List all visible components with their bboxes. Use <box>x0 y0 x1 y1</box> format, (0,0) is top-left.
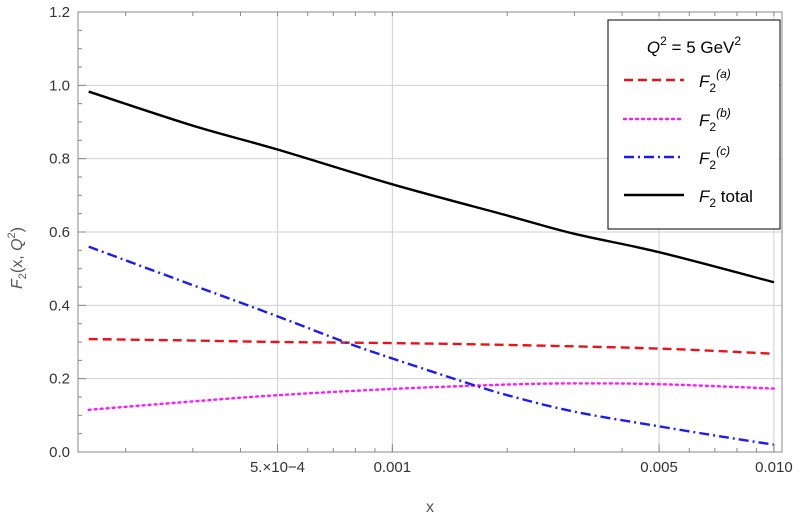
y-tick-label: 0.4 <box>49 297 70 314</box>
legend-label: F2(c) <box>699 144 730 172</box>
series-f2a-line <box>88 337 774 355</box>
series-f2-total-line <box>88 90 775 284</box>
legend-label: F2 total <box>699 187 753 210</box>
y-tick-label: 0.2 <box>49 371 70 388</box>
y-tick-label: 0.0 <box>49 444 70 461</box>
series-f2c-line <box>88 245 775 446</box>
legend-header: Q2 = 5 GeV2 <box>647 34 742 57</box>
y-tick-label: 1.0 <box>49 77 70 94</box>
axes <box>77 11 783 453</box>
legend-item-f2b: F2(b) <box>622 106 731 134</box>
x-tick-label: 0.005 <box>640 459 678 476</box>
legend-item-f2-total: F2 total <box>624 187 753 210</box>
legend: Q2 = 5 GeV2 F2(a) F2(b) F2(c) F2 total <box>607 19 781 230</box>
y-axis-label: F2(x, Q2) <box>6 227 29 289</box>
legend-label: F2(b) <box>699 106 731 134</box>
x-tick-label: 0.010 <box>755 459 793 476</box>
series-layer <box>87 90 776 446</box>
tick-labels: 5.×10−4 0.001 0.005 0.010 0.0 0.2 0.4 0.6 0.8 1.0… <box>49 4 793 476</box>
y-tick-label: 0.8 <box>49 151 70 168</box>
x-axis-label: x <box>426 499 434 516</box>
x-tick-label: 0.001 <box>374 459 412 476</box>
legend-item-f2a: F2(a) <box>624 67 731 95</box>
legend-item-f2c: F2(c) <box>624 144 730 172</box>
series-f2b-line <box>87 382 776 412</box>
legend-label: F2(a) <box>699 67 731 95</box>
x-tick-label: 5.×10−4 <box>250 459 305 476</box>
y-tick-label: 0.6 <box>49 224 70 241</box>
y-tick-label: 1.2 <box>49 4 70 21</box>
